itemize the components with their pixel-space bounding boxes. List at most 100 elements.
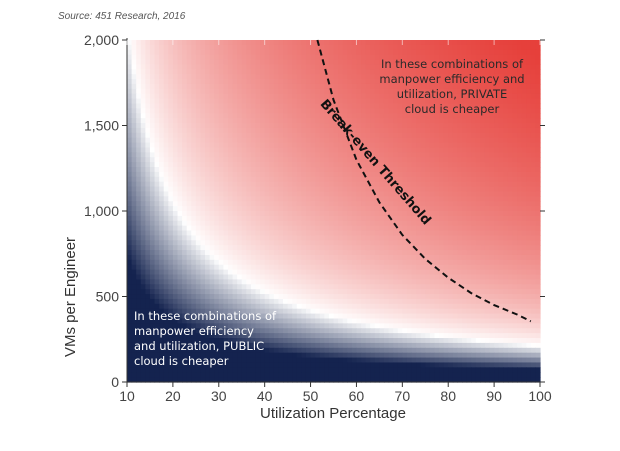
heatmap-cell bbox=[172, 250, 179, 256]
heatmap-cell bbox=[287, 308, 293, 315]
heatmap-cell bbox=[273, 83, 280, 90]
heatmap-cell bbox=[301, 44, 307, 51]
heatmap-cell bbox=[379, 284, 385, 290]
heatmap-cell bbox=[232, 108, 238, 114]
heatmap-cell bbox=[338, 298, 344, 305]
heatmap-cell bbox=[191, 147, 197, 153]
heatmap-cell bbox=[177, 162, 183, 168]
heatmap-cell bbox=[361, 245, 367, 251]
heatmap-cell bbox=[448, 118, 454, 124]
heatmap-cell bbox=[530, 132, 537, 139]
heatmap-cell bbox=[159, 59, 165, 66]
heatmap-cell bbox=[177, 64, 183, 70]
heatmap-cell bbox=[448, 196, 454, 202]
heatmap-cell bbox=[452, 74, 458, 80]
heatmap-cell bbox=[461, 225, 468, 232]
heatmap-cell bbox=[494, 157, 500, 163]
heatmap-cell bbox=[145, 49, 151, 56]
heatmap-cell bbox=[457, 245, 463, 251]
heatmap-cell bbox=[292, 259, 298, 266]
heatmap-cell bbox=[168, 162, 174, 168]
heatmap-cell bbox=[136, 49, 142, 56]
heatmap-cell bbox=[209, 211, 215, 217]
heatmap-cell bbox=[388, 250, 394, 256]
heatmap-cell bbox=[163, 240, 169, 246]
heatmap-cell bbox=[264, 152, 270, 158]
heatmap-cell bbox=[328, 123, 335, 129]
heatmap-cell bbox=[411, 230, 417, 237]
heatmap-cell bbox=[177, 250, 183, 256]
heatmap-cell bbox=[498, 191, 504, 197]
heatmap-cell bbox=[315, 171, 321, 178]
heatmap-cell bbox=[269, 113, 275, 119]
heatmap-cell bbox=[521, 167, 527, 173]
heatmap-cell bbox=[145, 64, 151, 70]
heatmap-cell bbox=[356, 98, 362, 105]
heatmap-cell bbox=[397, 250, 403, 256]
heatmap-cell bbox=[347, 74, 353, 80]
heatmap-cell bbox=[223, 74, 229, 80]
heatmap-cell bbox=[416, 303, 422, 310]
heatmap-cell bbox=[379, 245, 385, 251]
heatmap-cell bbox=[195, 294, 202, 300]
heatmap-cell bbox=[393, 303, 399, 310]
heatmap-cell bbox=[429, 303, 436, 310]
heatmap-cell bbox=[246, 147, 252, 153]
heatmap-cell bbox=[127, 79, 133, 85]
heatmap-cell bbox=[237, 40, 243, 46]
heatmap-cell bbox=[342, 74, 348, 80]
heatmap-cell bbox=[338, 64, 344, 70]
heatmap-cell bbox=[420, 162, 426, 168]
heatmap-cell bbox=[301, 186, 307, 193]
heatmap-cell bbox=[319, 308, 325, 315]
heatmap-cell bbox=[218, 274, 224, 280]
heatmap-cell bbox=[177, 132, 183, 139]
heatmap-cell bbox=[223, 171, 229, 178]
heatmap-cell bbox=[402, 206, 408, 212]
heatmap-cell bbox=[140, 64, 146, 70]
heatmap-cell bbox=[448, 49, 454, 56]
heatmap-cell bbox=[526, 93, 532, 100]
heatmap-cell bbox=[452, 54, 458, 61]
heatmap-cell bbox=[255, 69, 261, 75]
heatmap-cell bbox=[273, 157, 280, 163]
heatmap-cell bbox=[379, 191, 385, 197]
heatmap-cell bbox=[452, 269, 458, 276]
heatmap-cell bbox=[406, 250, 413, 256]
heatmap-cell bbox=[429, 79, 436, 85]
heatmap-cell bbox=[494, 147, 500, 153]
heatmap-cell bbox=[250, 201, 257, 207]
heatmap-cell bbox=[429, 294, 436, 300]
heatmap-cell bbox=[182, 215, 188, 222]
heatmap-cell bbox=[494, 113, 500, 119]
heatmap-cell bbox=[324, 83, 330, 90]
heatmap-cell bbox=[507, 279, 514, 285]
heatmap-cell bbox=[342, 79, 348, 85]
heatmap-cell bbox=[241, 250, 247, 256]
heatmap-cell bbox=[328, 49, 335, 56]
heatmap-cell bbox=[131, 250, 137, 256]
heatmap-cell bbox=[443, 137, 449, 144]
heatmap-cell bbox=[127, 259, 133, 266]
heatmap-cell bbox=[324, 171, 330, 178]
heatmap-cell bbox=[457, 181, 463, 188]
heatmap-cell bbox=[232, 142, 238, 149]
heatmap-cell bbox=[149, 245, 156, 251]
heatmap-cell bbox=[388, 196, 394, 202]
heatmap-cell bbox=[310, 108, 316, 114]
heatmap-cell bbox=[186, 264, 192, 271]
heatmap-cell bbox=[420, 93, 426, 100]
heatmap-cell bbox=[145, 127, 151, 134]
heatmap-cell bbox=[383, 264, 390, 271]
heatmap-cell bbox=[292, 59, 298, 66]
heatmap-cell bbox=[480, 88, 486, 95]
heatmap-cell bbox=[182, 113, 188, 119]
heatmap-cell bbox=[429, 279, 436, 285]
heatmap-cell bbox=[351, 127, 358, 134]
heatmap-cell bbox=[296, 162, 302, 168]
heatmap-cell bbox=[503, 44, 509, 51]
heatmap-cell bbox=[498, 157, 504, 163]
heatmap-cell bbox=[443, 225, 449, 232]
heatmap-cell bbox=[484, 167, 491, 173]
heatmap-cell bbox=[250, 54, 257, 61]
